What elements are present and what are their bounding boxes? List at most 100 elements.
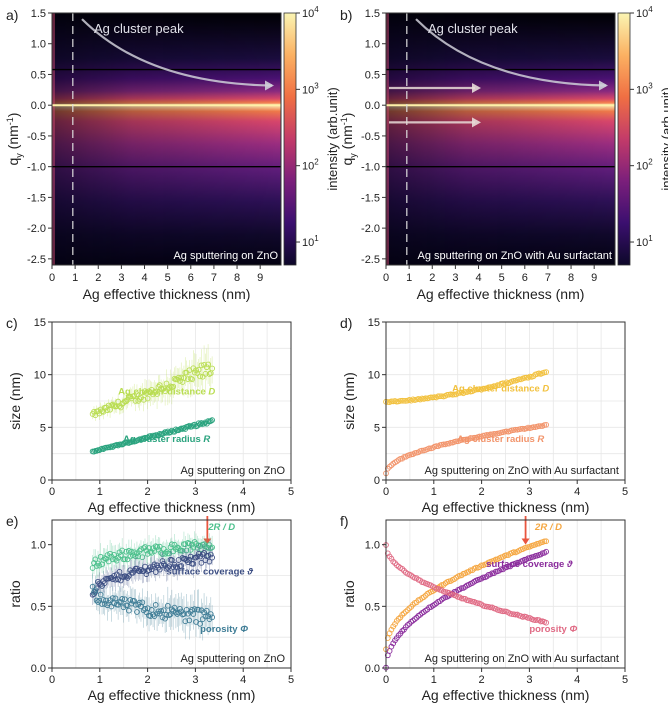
panel-caption: Ag sputtering on ZnO with Au surfactant — [425, 653, 619, 665]
data-point — [146, 567, 152, 574]
data-point — [144, 395, 151, 402]
data-point — [179, 555, 186, 561]
data-point — [536, 423, 542, 429]
data-point — [164, 564, 171, 571]
data-point — [501, 381, 508, 388]
colorbar-tick-label: 103 — [302, 81, 319, 96]
data-point — [93, 597, 100, 604]
data-point — [151, 389, 158, 396]
data-point — [447, 439, 454, 446]
peak-arrow-curve — [415, 18, 607, 87]
data-point — [174, 611, 181, 617]
data-point — [119, 547, 126, 554]
data-point — [136, 396, 143, 402]
y-tick-label: 0.5 — [365, 69, 380, 81]
y-axis-label: qy (nm-1) — [339, 113, 358, 166]
x-tick-label: 2 — [95, 272, 101, 284]
data-point — [491, 430, 497, 437]
data-point — [166, 563, 173, 570]
series-label: Ag cluster distance D — [452, 384, 549, 395]
series-label: Ag cluster distance D — [118, 387, 215, 398]
data-point — [187, 553, 194, 560]
x-tick-label: 0 — [49, 272, 55, 284]
data-point — [139, 554, 146, 561]
data-point — [128, 548, 135, 555]
x-tick-label: 9 — [591, 272, 597, 284]
x-tick-label: 3 — [526, 486, 532, 498]
x-tick-label: 1 — [97, 674, 103, 686]
x-tick-label: 6 — [188, 272, 194, 284]
data-point — [426, 445, 433, 452]
data-point — [171, 604, 178, 611]
series-label: 2R / D — [207, 522, 235, 533]
data-point — [419, 447, 425, 454]
data-point — [202, 613, 209, 620]
y-tick-label: 0.5 — [31, 601, 46, 613]
y-tick-label: 1.0 — [31, 540, 46, 552]
data-point — [156, 382, 163, 389]
data-point — [437, 598, 443, 604]
y-tick-label: -1.0 — [361, 162, 380, 174]
data-point — [435, 393, 442, 400]
x-tick-label: 0 — [383, 272, 389, 284]
x-tick-label: 1 — [406, 272, 412, 284]
x-tick-label: 8 — [568, 272, 574, 284]
data-point — [384, 399, 391, 405]
y-tick-label: 0.5 — [365, 601, 380, 613]
data-point — [193, 367, 199, 374]
data-point — [181, 611, 187, 617]
data-point — [518, 426, 524, 432]
data-point — [154, 391, 160, 397]
x-tick-label: 4 — [475, 272, 481, 284]
data-point — [158, 549, 164, 556]
x-tick-label: 2 — [145, 674, 151, 686]
x-tick-label: 2 — [145, 486, 151, 498]
data-point — [142, 605, 148, 612]
panel-caption: Ag sputtering on ZnO — [173, 250, 278, 262]
x-axis-label: Ag effective thickness (nm) — [417, 286, 585, 302]
data-point — [537, 423, 544, 429]
x-tick-label: 1 — [431, 674, 437, 686]
data-point — [384, 550, 391, 557]
data-point — [514, 559, 521, 566]
y-axis-label: qy (nm-1) — [5, 113, 24, 166]
data-point — [440, 582, 447, 588]
data-point — [417, 611, 424, 618]
data-point — [543, 538, 549, 545]
data-point — [401, 567, 407, 574]
data-point — [458, 595, 465, 602]
y-tick-label: 0.0 — [365, 663, 380, 675]
data-point — [185, 376, 191, 382]
data-point — [175, 374, 182, 381]
y-tick-label: -2.5 — [27, 254, 46, 266]
data-point — [151, 561, 158, 568]
data-point — [207, 418, 214, 424]
data-point — [388, 462, 395, 469]
data-point — [119, 596, 126, 602]
y-tick-label: 1.5 — [31, 8, 46, 20]
data-point — [478, 562, 485, 569]
data-point — [136, 599, 143, 606]
data-point — [207, 611, 214, 617]
data-point — [203, 607, 210, 614]
data-point — [460, 436, 467, 443]
data-point — [139, 599, 146, 606]
data-point — [410, 617, 416, 624]
y-tick-label: 1.5 — [365, 8, 380, 20]
data-point — [96, 597, 103, 604]
data-point — [109, 576, 116, 583]
heatmap-panel-a: 0 1 2 3 4 5 6 7 8 9 1.5 1.0 0.5 0.0 -0.5 -1.0 -1.5 -2.0 -2… — [5, 5, 340, 302]
data-point — [473, 564, 479, 571]
heatmap-intensity — [386, 13, 615, 265]
series-0: 2R / D — [89, 522, 235, 579]
data-point — [402, 608, 409, 615]
data-point — [467, 567, 474, 574]
panel-caption: Ag sputtering on ZnO with Au surfactant — [425, 465, 619, 477]
x-tick-label: 4 — [240, 674, 246, 686]
data-point — [185, 423, 191, 430]
y-tick-label: 5 — [374, 422, 380, 434]
data-point — [182, 555, 189, 562]
data-point — [139, 389, 146, 396]
x-tick-label: 3 — [192, 674, 198, 686]
x-axis-label: Ag effective thickness (nm) — [83, 286, 251, 302]
